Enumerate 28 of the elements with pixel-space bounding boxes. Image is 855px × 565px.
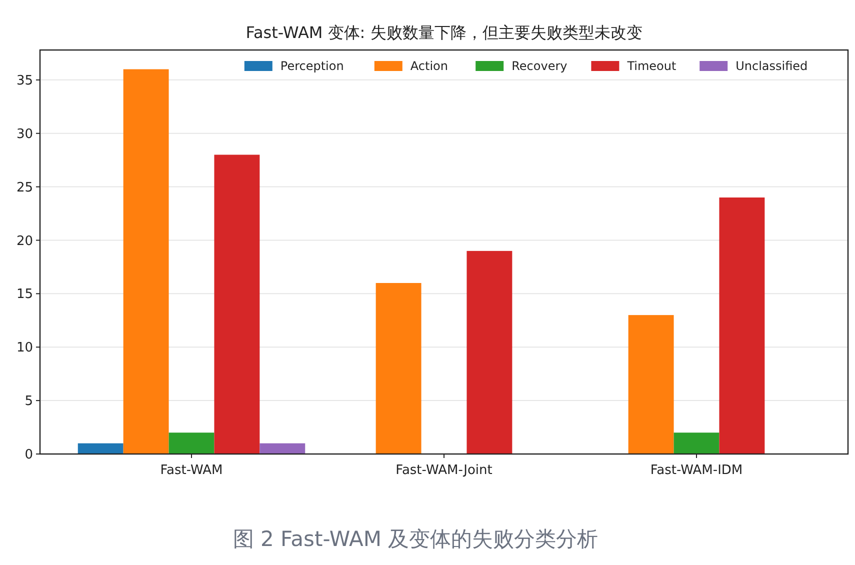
bar (78, 443, 124, 454)
bar (376, 282, 422, 454)
legend-label: Timeout (626, 59, 677, 74)
bar (674, 432, 720, 454)
y-tick-label: 15 (16, 287, 33, 302)
bar (628, 315, 674, 454)
y-tick-label: 35 (16, 73, 33, 88)
y-tick-label: 0 (24, 448, 33, 463)
x-tick-label: Fast-WAM-IDM (650, 463, 743, 478)
x-tick-label: Fast-WAM (160, 463, 223, 478)
y-tick-label: 25 (16, 180, 33, 196)
chart-title: Fast-WAM 变体: 失败数量下降，但主要失败类型未改变 (246, 23, 642, 42)
legend-label: Recovery (512, 59, 568, 74)
y-tick-label: 5 (24, 394, 33, 410)
bar (466, 250, 512, 454)
bar (719, 197, 765, 454)
bar (260, 443, 306, 454)
y-tick-label: 10 (16, 340, 33, 356)
bar (123, 69, 169, 454)
bar (214, 154, 260, 454)
y-tick-label: 20 (16, 234, 33, 249)
legend-label: Perception (280, 59, 344, 74)
legend-label: Unclassified (736, 59, 808, 74)
bar (168, 432, 214, 454)
caption: 图 2 Fast-WAM 及变体的失败分类分析 (232, 527, 598, 551)
x-tick-label: Fast-WAM-Joint (396, 463, 492, 478)
legend-label: Action (410, 59, 448, 74)
y-tick-label: 30 (16, 126, 33, 142)
